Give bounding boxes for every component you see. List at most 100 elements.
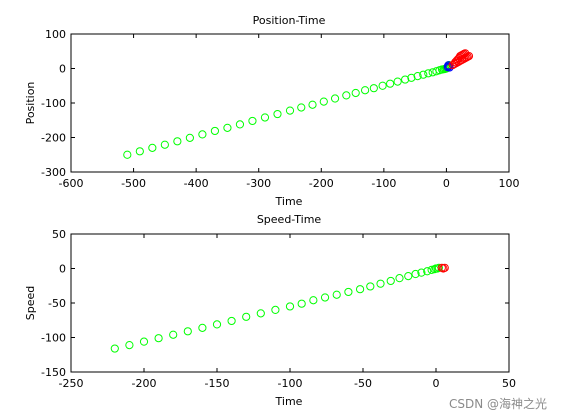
position-time-point	[308, 100, 317, 109]
position-time-point	[419, 70, 428, 79]
watermark-text: CSDN @海神之光	[448, 397, 547, 411]
position-time-point	[393, 77, 402, 86]
position-time-point	[285, 106, 295, 115]
position-time-xticks: -600 -500 -400 -300 -200 -100 0 100	[59, 34, 520, 190]
position-time-point	[424, 69, 433, 78]
speed-time-xtick-label: 0	[433, 377, 440, 390]
position-time-point	[235, 120, 245, 129]
speed-time-point	[395, 274, 404, 283]
speed-time-xticks: -250 -200 -150 -100 -50 0 50	[59, 234, 516, 390]
speed-time-ytick-label: 0	[59, 263, 66, 276]
position-time-xtick-label: 100	[499, 177, 520, 190]
position-time-point	[342, 91, 351, 100]
position-time-point	[444, 61, 453, 70]
speed-time-xtick-label: -50	[354, 377, 372, 390]
speed-time-point	[227, 316, 236, 326]
speed-time-point	[139, 337, 149, 346]
position-time-xtick-label: -500	[121, 177, 146, 190]
position-time-ytick-label: 100	[45, 28, 66, 41]
speed-time-point	[198, 323, 207, 332]
position-time-point	[223, 123, 232, 132]
position-time-point	[351, 88, 360, 98]
speed-time-point	[256, 309, 265, 318]
position-time-marks	[123, 49, 474, 159]
position-time-point	[407, 73, 416, 82]
position-time-axes: Position-Time -600 -500 -400 -300 -200 -100 0 1…	[24, 14, 520, 208]
position-time-point	[185, 133, 194, 142]
position-time-point	[461, 49, 470, 58]
position-time-point	[210, 126, 220, 136]
position-time-point	[459, 49, 469, 59]
speed-time-point	[125, 340, 134, 350]
position-time-ytick-label: -100	[41, 97, 66, 110]
speed-time-point	[309, 296, 318, 305]
speed-time-xtick-label: 50	[502, 377, 516, 390]
position-time-point	[369, 84, 378, 93]
speed-time-point	[212, 320, 222, 329]
speed-time-point	[404, 271, 413, 281]
speed-time-ytick-label: -50	[48, 297, 66, 310]
speed-time-ytick-label: -100	[41, 332, 66, 345]
speed-time-point	[110, 344, 119, 353]
position-time-point	[444, 62, 454, 71]
position-time-point	[135, 147, 144, 156]
speed-time-point	[427, 265, 436, 274]
position-time-xtick-label: 0	[443, 177, 450, 190]
position-time-point	[452, 56, 461, 66]
speed-time-axes: Speed-Time -250 -200 -150 -100 -50 0 50 -150 -1…	[24, 213, 516, 408]
speed-time-title: Speed-Time	[257, 213, 322, 226]
speed-time-point	[332, 290, 341, 299]
position-time-point	[453, 55, 462, 64]
position-time-point	[198, 130, 207, 139]
position-time-point	[248, 116, 257, 126]
speed-time-point	[386, 276, 395, 286]
position-time-point	[413, 71, 422, 81]
speed-time-point	[411, 269, 420, 279]
position-time-point	[454, 54, 464, 63]
speed-time-ylabel: Speed	[24, 286, 37, 320]
speed-time-point	[242, 312, 251, 321]
speed-time-xtick-label: -200	[132, 377, 157, 390]
position-time-ylabel: Position	[24, 82, 37, 125]
position-time-point	[148, 143, 157, 152]
speed-time-xtick-label: -250	[59, 377, 84, 390]
position-time-title: Position-Time	[253, 14, 326, 27]
position-time-ytick-label: -300	[41, 166, 66, 179]
position-time-point	[386, 79, 395, 88]
position-time-point	[297, 103, 306, 112]
speed-time-point	[320, 293, 330, 302]
speed-time-ytick-label: 50	[52, 228, 66, 241]
speed-time-point	[440, 263, 449, 272]
position-time-point	[401, 75, 410, 84]
speed-time-point	[417, 268, 426, 277]
speed-time-xlabel: Time	[275, 395, 303, 408]
position-time-xlabel: Time	[275, 195, 303, 208]
speed-time-point	[376, 279, 385, 288]
position-time-xtick-label: -200	[309, 177, 334, 190]
speed-time-point	[355, 285, 365, 294]
position-time-point	[273, 109, 282, 119]
position-time-xtick-label: -400	[184, 177, 209, 190]
position-time-point	[173, 137, 182, 146]
position-time-xtick-label: -100	[371, 177, 396, 190]
position-time-xtick-label: -600	[59, 177, 84, 190]
speed-time-yticks: -150 -100 -50 0 50	[41, 228, 509, 379]
speed-time-point	[344, 287, 353, 297]
position-time-point	[260, 113, 270, 122]
position-time-yticks: -300 -200 -100 0 100	[41, 28, 509, 179]
speed-time-xtick-label: -150	[205, 377, 230, 390]
speed-time-point	[183, 327, 192, 336]
speed-time-point	[423, 267, 432, 276]
speed-time-point	[285, 302, 295, 311]
position-time-xtick-label: -300	[246, 177, 271, 190]
position-time-ytick-label: -200	[41, 132, 66, 145]
position-time-point	[123, 150, 132, 159]
position-time-point	[360, 86, 370, 95]
speed-time-xtick-label: -100	[278, 377, 303, 390]
speed-time-point	[366, 282, 375, 291]
position-time-ytick-label: 0	[59, 63, 66, 76]
speed-time-point	[154, 334, 163, 343]
speed-time-point	[271, 305, 280, 314]
position-time-point	[330, 94, 340, 103]
